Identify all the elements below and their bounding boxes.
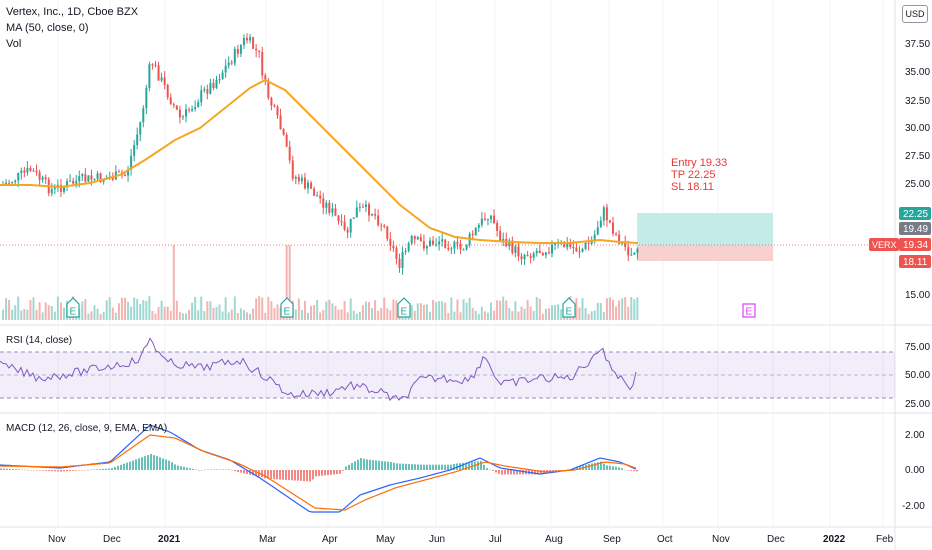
time-axis[interactable]: Nov Dec 2021 Mar Apr May Jun Jul Aug Sep… xyxy=(48,534,894,545)
svg-text:E: E xyxy=(566,307,573,318)
price-tick: 27.50 xyxy=(905,151,930,162)
macd-tick: 0.00 xyxy=(905,465,925,476)
sl-price-tag xyxy=(899,255,931,268)
rsi-legend[interactable]: RSI (14, close) xyxy=(6,335,72,346)
time-tick: Aug xyxy=(545,534,563,545)
time-tick: Dec xyxy=(103,534,121,545)
current-price-tag xyxy=(899,238,931,251)
rsi-tick: 75.00 xyxy=(905,342,930,353)
current-price-label: 19.34 xyxy=(903,240,928,251)
currency-button[interactable]: USD xyxy=(902,5,928,23)
time-tick: Jul xyxy=(489,534,502,545)
volume-bars xyxy=(2,245,639,320)
earnings-marker-icon[interactable]: E xyxy=(562,297,576,318)
close-price-tag xyxy=(899,222,931,235)
svg-text:E: E xyxy=(70,307,77,318)
macd-axis: 2.00 0.00 -2.00 xyxy=(902,430,925,512)
time-tick: Nov xyxy=(712,534,730,545)
tp-price-label: 22.25 xyxy=(903,209,928,220)
rsi-tick: 25.00 xyxy=(905,399,930,410)
svg-text:E: E xyxy=(746,307,753,318)
price-tick: 15.00 xyxy=(905,290,930,301)
time-tick: 2021 xyxy=(158,534,181,545)
entry-annotation[interactable]: Entry 19.33 xyxy=(671,157,727,169)
time-tick: Dec xyxy=(767,534,785,545)
earnings-marker-icon[interactable]: E xyxy=(397,297,411,318)
vol-legend[interactable]: Vol xyxy=(6,38,22,50)
price-tick: 32.50 xyxy=(905,96,930,107)
price-tick: 35.00 xyxy=(905,67,930,78)
macd-tick: 2.00 xyxy=(905,430,925,441)
time-tick: 2022 xyxy=(823,534,846,545)
ma-legend[interactable]: MA (50, close, 0) xyxy=(6,22,89,34)
macd-histogram xyxy=(0,454,638,482)
tp-annotation[interactable]: TP 22.25 xyxy=(671,169,715,181)
time-tick: Nov xyxy=(48,534,66,545)
macd-legend[interactable]: MACD (12, 26, close, 9, EMA, EMA) xyxy=(6,423,167,434)
sl-annotation[interactable]: SL 18.11 xyxy=(671,181,714,193)
macd-line[interactable] xyxy=(0,424,637,513)
time-tick: Mar xyxy=(259,534,277,545)
symbol-legend[interactable]: Vertex, Inc., 1D, Cboe BZX xyxy=(6,6,139,18)
rsi-axis: 75.00 50.00 25.00 xyxy=(905,342,930,410)
stop-loss-zone[interactable] xyxy=(637,245,773,261)
time-tick: Oct xyxy=(657,534,673,545)
symbol-tag xyxy=(869,238,899,251)
candlesticks[interactable] xyxy=(2,33,639,275)
tp-price-tag xyxy=(899,207,931,220)
sl-price-label: 18.11 xyxy=(903,257,928,268)
svg-text:E: E xyxy=(401,307,408,318)
take-profit-zone[interactable] xyxy=(637,213,773,245)
earnings-marker-icon[interactable]: E xyxy=(280,297,294,318)
time-tick: Jun xyxy=(429,534,445,545)
close-price-label: 19.49 xyxy=(903,224,928,235)
earnings-marker-icon[interactable]: E xyxy=(66,297,80,318)
svg-text:E: E xyxy=(284,307,291,318)
price-tick: 30.00 xyxy=(905,123,930,134)
rsi-tick: 50.00 xyxy=(905,370,930,381)
moving-average-line[interactable] xyxy=(0,78,639,244)
price-axis[interactable]: 37.50 35.00 32.50 30.00 27.50 25.00 15.0… xyxy=(905,39,930,301)
price-tick: 37.50 xyxy=(905,39,930,50)
price-tick: 25.00 xyxy=(905,179,930,190)
macd-tick: -2.00 xyxy=(902,501,925,512)
time-tick: Sep xyxy=(603,534,621,545)
rsi-line[interactable] xyxy=(0,337,637,402)
time-tick: May xyxy=(376,534,395,545)
signal-line[interactable] xyxy=(0,434,637,511)
earnings-marker-icon[interactable]: E xyxy=(742,303,756,318)
time-tick: Feb xyxy=(876,534,894,545)
vertical-gridlines xyxy=(57,0,884,527)
time-tick: Apr xyxy=(322,534,338,545)
symbol-label: VERX xyxy=(872,240,897,250)
